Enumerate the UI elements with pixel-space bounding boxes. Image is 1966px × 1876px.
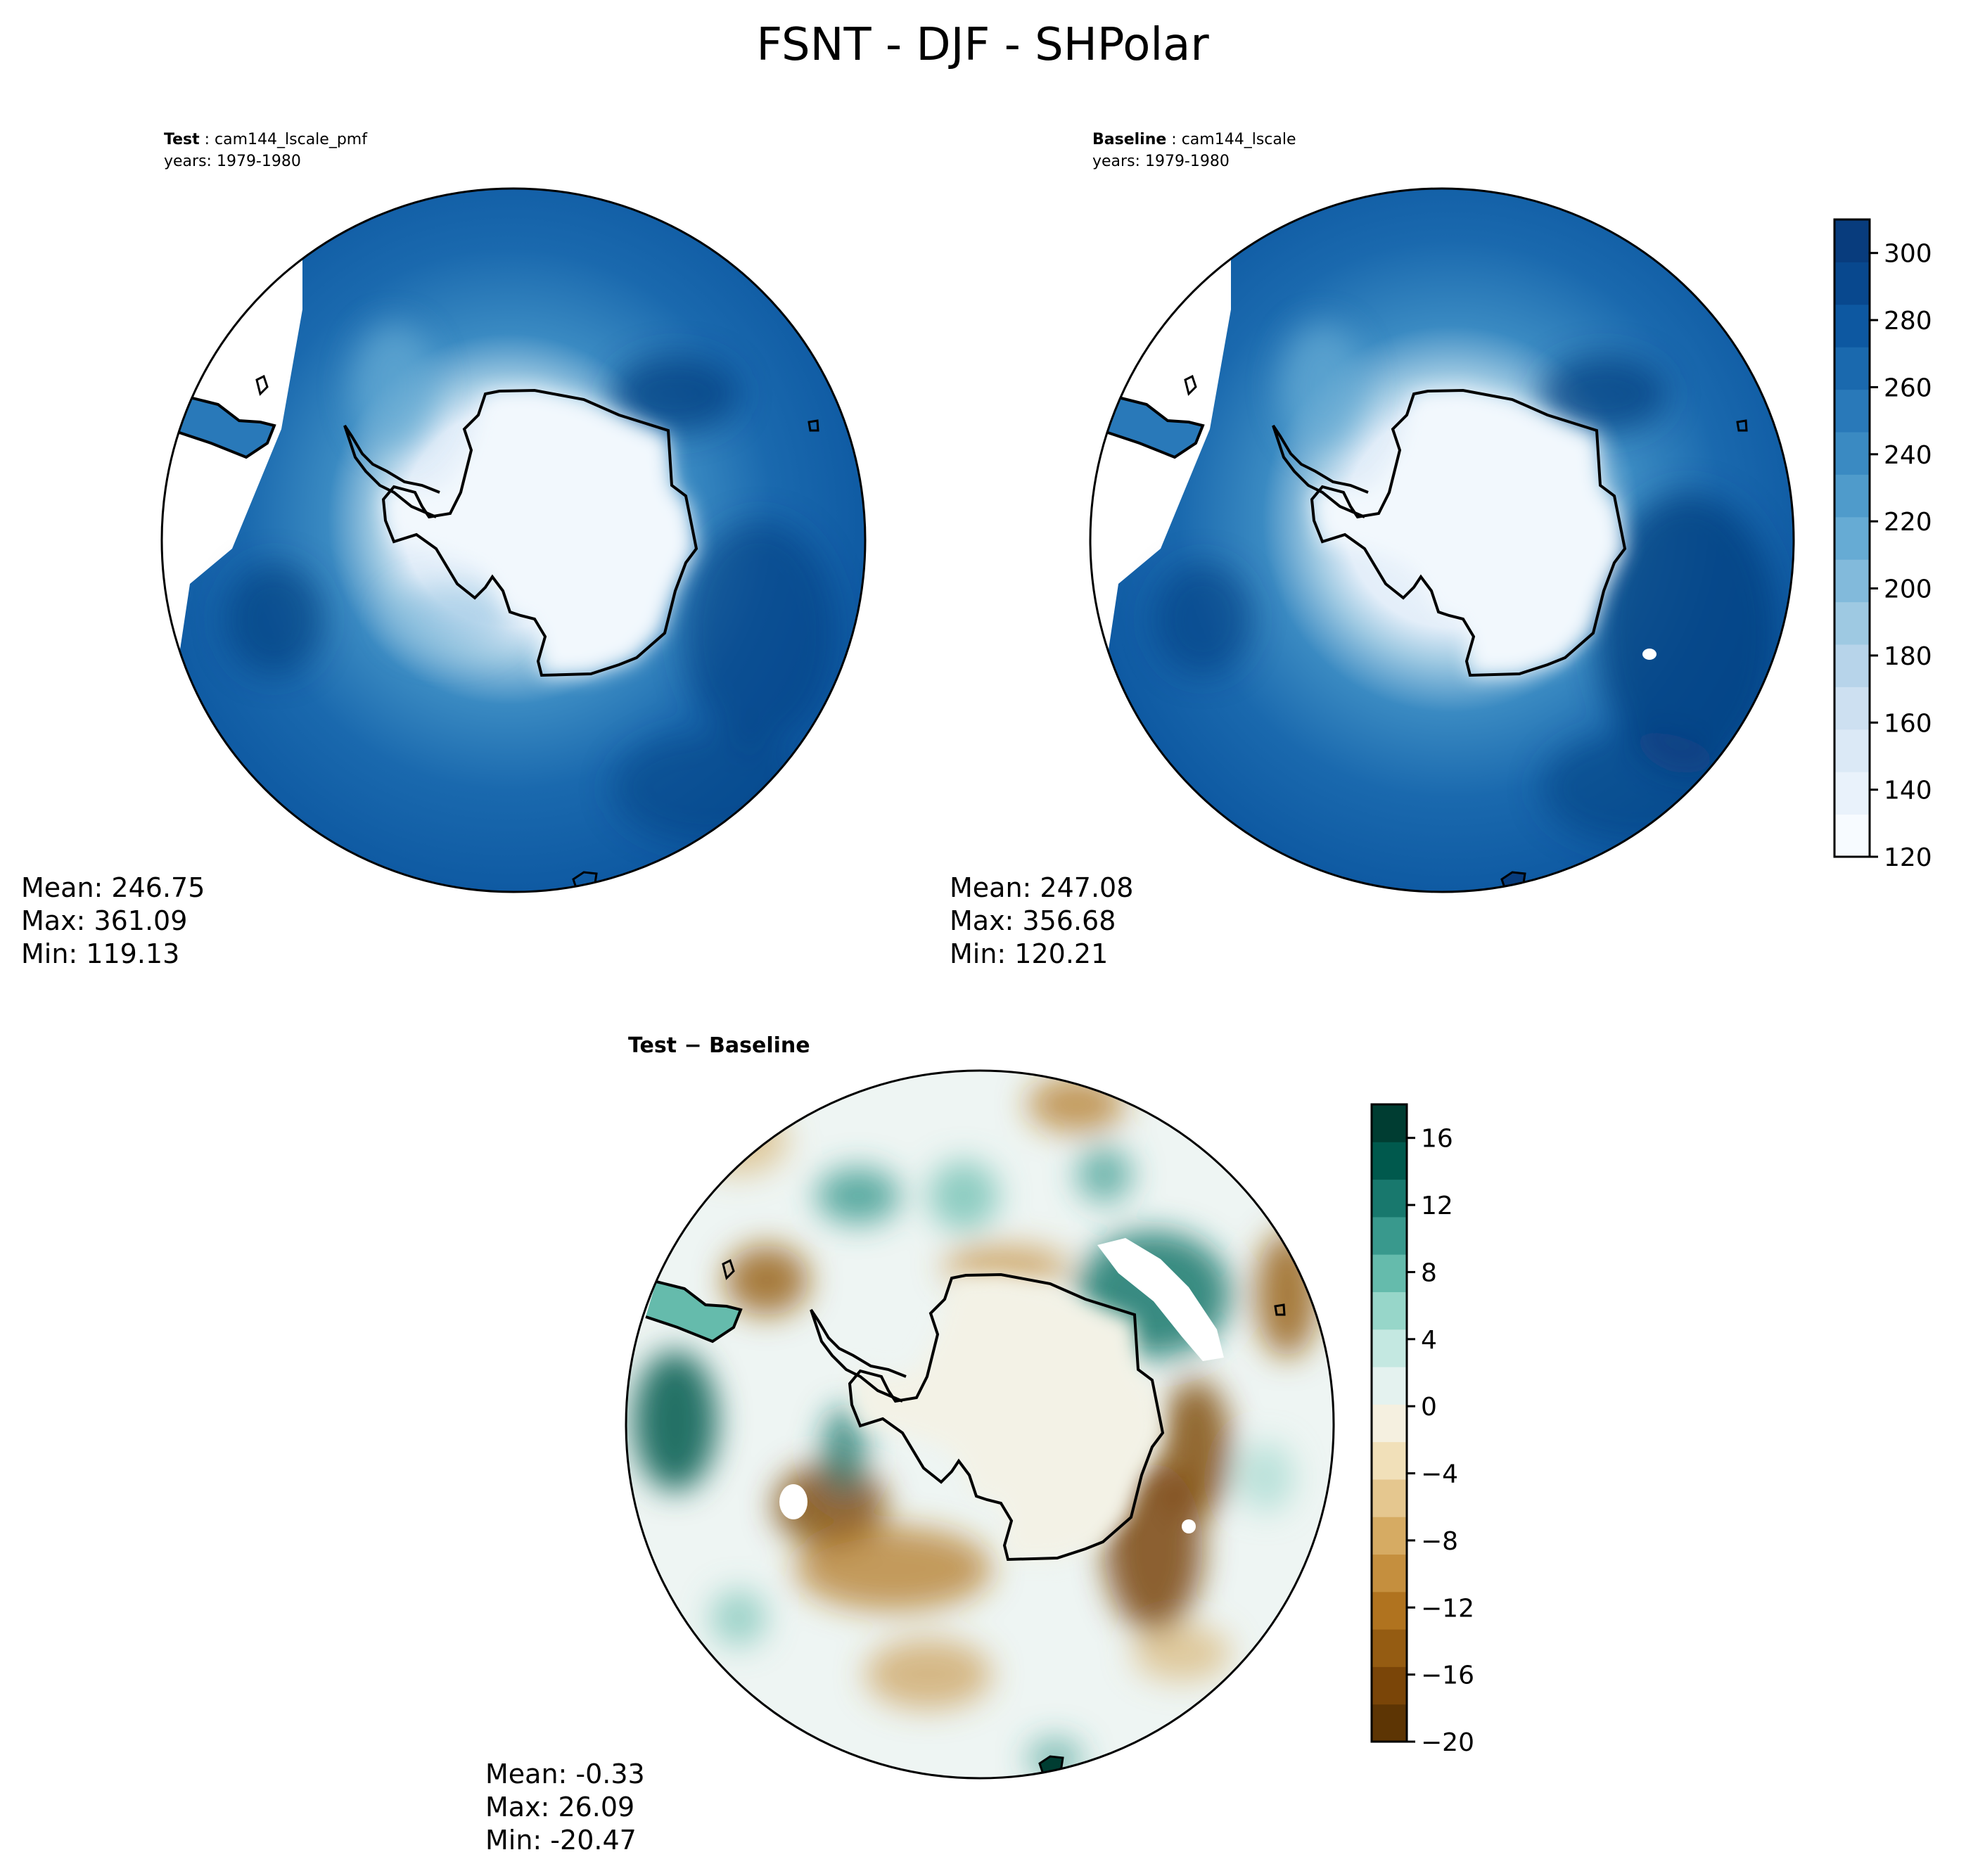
main-colorbar-segment <box>1834 644 1870 687</box>
diff-colorbar-segment <box>1372 1441 1407 1480</box>
diff-colorbar-frame <box>1370 1103 1408 1743</box>
diff-colorbar-segment <box>1372 1179 1407 1218</box>
main-colorbar-tick-label: 300 <box>1884 240 1932 269</box>
test-map <box>162 189 865 892</box>
main-colorbar-segment <box>1834 262 1870 305</box>
diff-colorbar-segment <box>1372 1591 1407 1630</box>
diff-colorbar-tick-label: 8 <box>1421 1258 1437 1287</box>
diff-colorbar-tick-label: 16 <box>1421 1125 1453 1154</box>
diff-colorbar-tick-label: −8 <box>1421 1527 1458 1556</box>
baseline-mean: Mean: 247.08 <box>950 872 1133 903</box>
diff-colorbar-segment <box>1372 1104 1407 1142</box>
diff-colorbar-tick-label: 0 <box>1421 1393 1437 1422</box>
diff-colorbar-tick-label: 4 <box>1421 1326 1437 1355</box>
main-colorbar-tick-label: 180 <box>1884 642 1932 671</box>
baseline-years: years: 1979-1980 <box>1092 153 1230 170</box>
baseline-separator: : <box>1166 131 1181 148</box>
diff-colorbar-segment <box>1372 1142 1407 1180</box>
test-label: Test <box>164 131 200 148</box>
diff-colorbar-tick-label: −20 <box>1421 1728 1474 1757</box>
main-colorbar-tick-label: 220 <box>1884 508 1932 537</box>
main-colorbar-tick-label: 160 <box>1884 709 1932 738</box>
diff-panel: Test − Baseline <box>485 1033 1335 1856</box>
diff-colorbar-segment <box>1372 1216 1407 1255</box>
main-colorbar-segment <box>1834 601 1870 645</box>
main-colorbar-segment <box>1834 474 1870 518</box>
baseline-panel-title: Baseline : cam144_lscale <box>1092 131 1296 148</box>
baseline-map-boundary <box>1089 187 1795 893</box>
test-years: years: 1979-1980 <box>164 153 301 170</box>
main-colorbar-segment <box>1834 219 1870 262</box>
baseline-panel: Baseline : cam144_lscale years: 1979-198… <box>950 131 1795 969</box>
diff-colorbar: 16 12 8 4 0 −4 −8 −12 −16 −20 <box>1370 1103 1474 1757</box>
diff-colorbar-tick-label: 12 <box>1421 1192 1453 1220</box>
main-colorbar-segment <box>1834 389 1870 433</box>
main-colorbar-tick-label: 140 <box>1884 777 1932 805</box>
main-colorbar-frame <box>1833 218 1871 858</box>
figure-title: FSNT - DJF - SHPolar <box>756 19 1209 71</box>
test-map-boundary <box>160 187 867 893</box>
diff-colorbar-segment <box>1372 1254 1407 1292</box>
diff-colorbar-segment <box>1372 1291 1407 1330</box>
baseline-case-name: cam144_lscale <box>1182 131 1296 148</box>
baseline-label: Baseline <box>1092 131 1166 148</box>
test-max: Max: 361.09 <box>21 905 187 936</box>
main-colorbar-segment <box>1834 772 1870 815</box>
baseline-map <box>1090 189 1794 892</box>
diff-colorbar-segment <box>1372 1329 1407 1367</box>
test-separator: : <box>200 131 215 148</box>
diff-colorbar-tick-label: −16 <box>1421 1661 1474 1690</box>
diff-map-boundary <box>625 1069 1335 1780</box>
main-colorbar-segment <box>1834 432 1870 475</box>
baseline-max: Max: 356.68 <box>950 905 1116 936</box>
test-panel: Test : cam144_lscale_pmf years: 1979-198… <box>21 131 867 969</box>
diff-colorbar-segment <box>1372 1554 1407 1593</box>
main-colorbar-segment <box>1834 559 1870 603</box>
diff-colorbar-segment <box>1372 1479 1407 1517</box>
diff-colorbar-segment <box>1372 1404 1407 1443</box>
main-colorbar-tick-label: 200 <box>1884 575 1932 604</box>
test-panel-title: Test : cam144_lscale_pmf <box>164 131 368 148</box>
main-colorbar-tick-label: 280 <box>1884 307 1932 336</box>
diff-max: Max: 26.09 <box>485 1792 634 1823</box>
diff-mean: Mean: -0.33 <box>485 1759 645 1789</box>
baseline-min: Min: 120.21 <box>950 938 1108 969</box>
test-mean: Mean: 246.75 <box>21 872 205 903</box>
test-case-name: cam144_lscale_pmf <box>215 131 368 148</box>
diff-min: Min: -20.47 <box>485 1825 637 1856</box>
main-colorbar-segment <box>1834 516 1870 560</box>
main-colorbar-tick-label: 240 <box>1884 441 1932 470</box>
diff-colorbar-tick-label: −4 <box>1421 1460 1458 1489</box>
main-colorbar-segment <box>1834 347 1870 390</box>
main-colorbar-segment <box>1834 304 1870 347</box>
diff-colorbar-segment <box>1372 1666 1407 1705</box>
diff-colorbar-segment <box>1372 1517 1407 1555</box>
main-colorbar-tick-label: 260 <box>1884 374 1932 402</box>
diff-map <box>626 1071 1334 1778</box>
diff-panel-title: Test − Baseline <box>628 1033 810 1058</box>
diff-colorbar-segment <box>1372 1629 1407 1667</box>
diff-colorbar-segment <box>1372 1367 1407 1405</box>
main-colorbar-tick-label: 120 <box>1884 843 1932 872</box>
main-colorbar-segment <box>1834 687 1870 730</box>
diff-colorbar-tick-label: −12 <box>1421 1594 1474 1623</box>
main-colorbar-segment <box>1834 814 1870 857</box>
main-colorbar-segment <box>1834 729 1870 772</box>
main-colorbar: 300 280 260 240 220 200 180 160 140 120 <box>1833 218 1932 872</box>
test-min: Min: 119.13 <box>21 938 179 969</box>
diff-colorbar-segment <box>1372 1704 1407 1742</box>
